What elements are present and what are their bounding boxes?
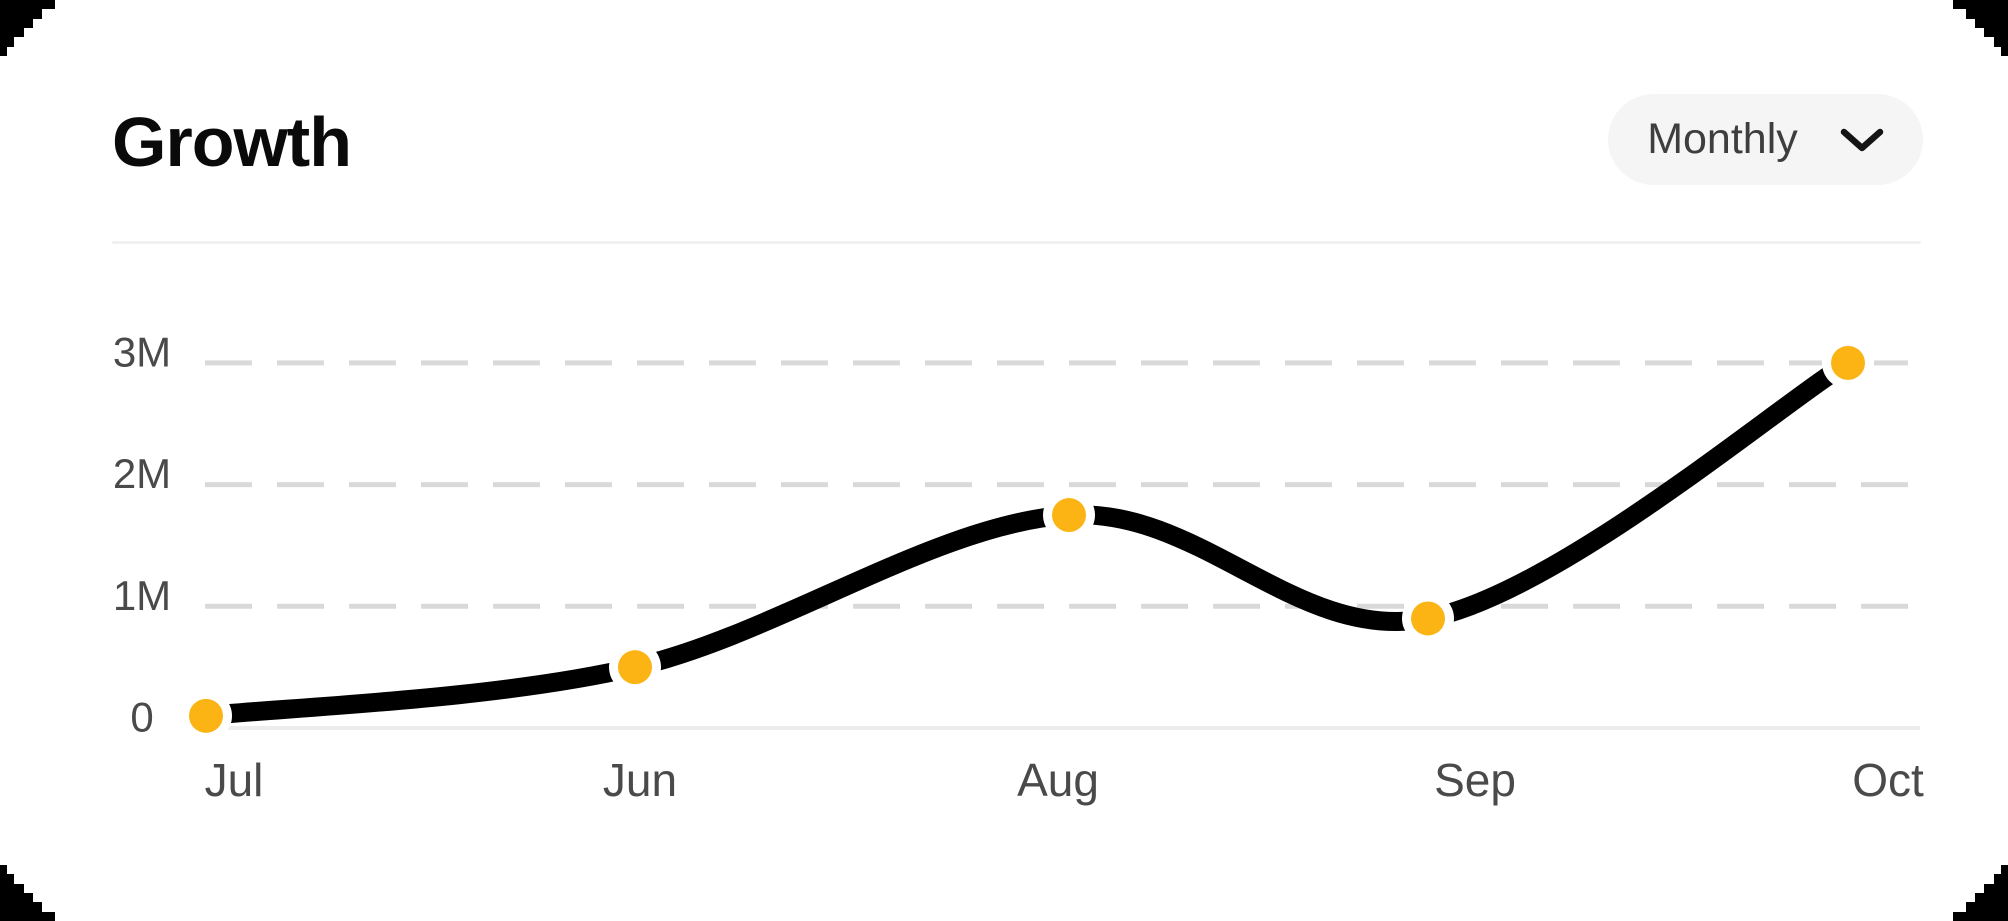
data-point-Oct[interactable] (1831, 345, 1865, 380)
page-title: Growth (112, 103, 352, 181)
x-tick-label-Aug: Aug (1017, 754, 1099, 806)
y-tick-label-1M: 1M (113, 572, 171, 619)
y-tick-label-3M: 3M (113, 328, 171, 375)
x-tick-label-Jul: Jul (205, 754, 264, 806)
growth-series-line (196, 353, 1858, 726)
data-point-Jun[interactable] (618, 650, 652, 685)
period-dropdown-label: Monthly (1647, 115, 1798, 163)
x-tick-label-Jun: Jun (603, 754, 677, 806)
x-tick-label-Sep: Sep (1434, 754, 1516, 806)
header-separator (112, 241, 1921, 244)
chevron-down-icon (1840, 127, 1884, 153)
data-point-Jul[interactable] (189, 698, 223, 733)
period-dropdown-button[interactable]: Monthly (1608, 94, 1923, 185)
y-tick-label-2M: 2M (113, 450, 171, 497)
data-point-Sep[interactable] (1411, 601, 1445, 636)
y-tick-label-0: 0 (130, 694, 153, 741)
data-point-Aug[interactable] (1052, 498, 1086, 533)
x-tick-label-Oct: Oct (1852, 754, 1924, 806)
